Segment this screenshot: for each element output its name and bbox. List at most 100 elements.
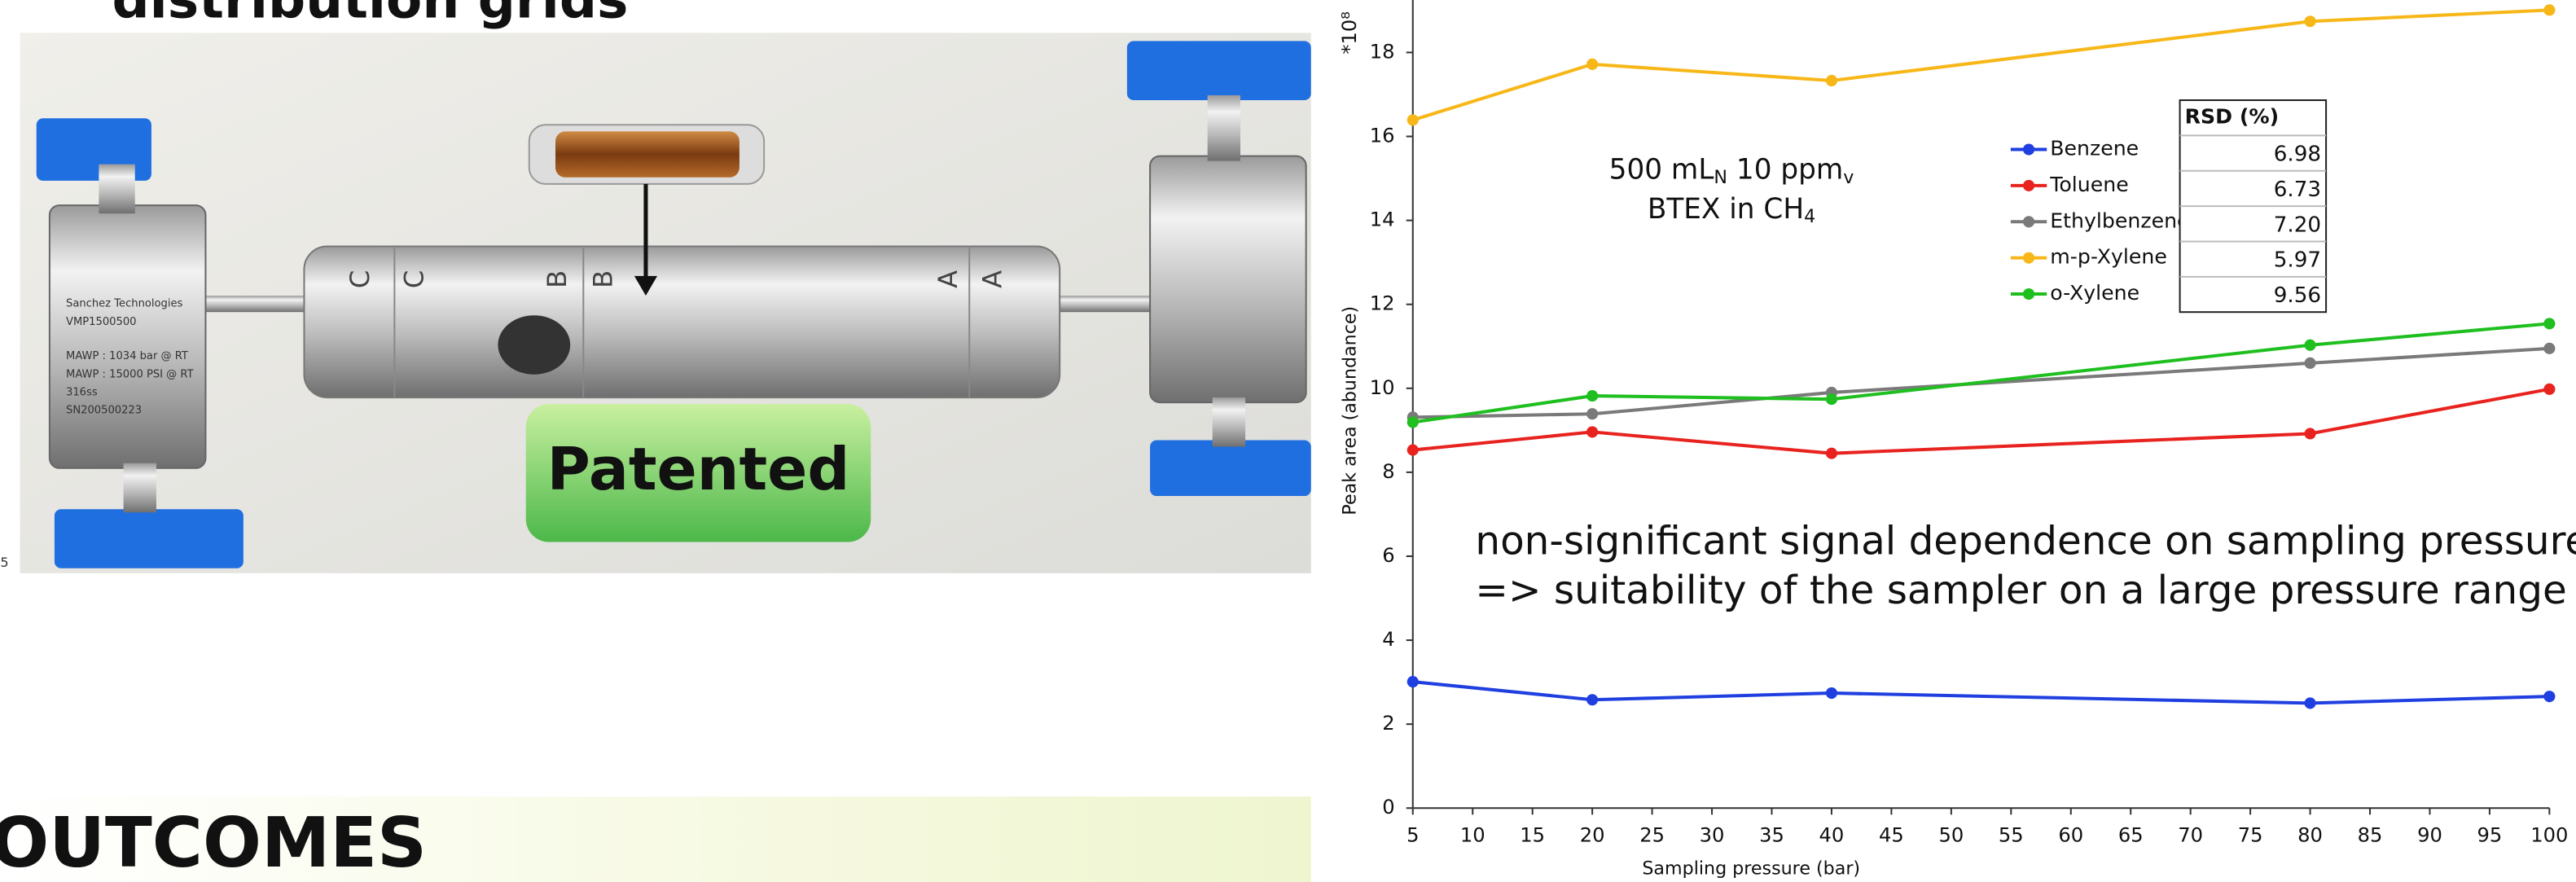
data-point	[2543, 4, 2556, 16]
data-point	[1406, 114, 1419, 126]
sampler-illustration	[36, 41, 1311, 568]
data-point	[2543, 342, 2556, 354]
y-tick-label: 16	[1370, 125, 1395, 147]
cylinder-label: B	[542, 270, 573, 288]
legend-label: Ethylbenzene	[2050, 208, 2189, 232]
x-tick-label: 80	[2297, 824, 2323, 847]
y-tick-label: 10	[1370, 376, 1395, 399]
x-axis-label: Sampling pressure (bar)	[1642, 858, 1860, 879]
x-tick-label: 70	[2178, 824, 2203, 847]
data-point	[1406, 416, 1419, 428]
y-tick-label: 8	[1382, 460, 1394, 483]
x-tick-label: 60	[2058, 824, 2083, 847]
y-tick-label: 12	[1370, 292, 1395, 315]
valve-label: Sanchez Technologies	[66, 298, 183, 310]
legend-marker	[2023, 143, 2035, 156]
annotation-part: 10 ppm	[1727, 153, 1843, 186]
data-point	[2304, 357, 2316, 369]
table-header: RSD (%)	[2185, 105, 2279, 129]
legend-label: Toluene	[2049, 173, 2128, 196]
x-tick-label: 10	[1460, 824, 1485, 847]
legend-marker	[2023, 179, 2035, 191]
data-point	[2304, 697, 2316, 709]
valve-label: VMP1500500	[66, 316, 136, 328]
x-tick-label: 40	[1819, 824, 1845, 847]
x-tick-label: 100	[2530, 824, 2568, 847]
data-point	[1586, 694, 1599, 706]
legend-label: m-p-Xylene	[2050, 245, 2167, 269]
data-point	[1406, 444, 1419, 456]
cylinder-label: A	[977, 270, 1008, 288]
table-cell: 9.56	[2274, 283, 2321, 308]
badge-text: Patented	[547, 436, 850, 504]
x-tick-label: 25	[1639, 824, 1665, 847]
data-point	[1825, 447, 1837, 459]
data-point	[1406, 676, 1419, 688]
cylinder-label: B	[588, 270, 619, 288]
data-point	[2304, 339, 2316, 351]
legend-marker	[2023, 252, 2035, 264]
x-tick-label: 90	[2417, 824, 2442, 847]
cylinder-label: C	[344, 270, 375, 289]
y-axis-label: Peak area (abundance)	[1340, 306, 1361, 516]
data-point	[1586, 426, 1599, 438]
annotation: 500 mLN 10 ppmv	[1609, 153, 1854, 187]
heading: distribution grids	[112, 0, 629, 31]
subscript: 4	[1804, 206, 1815, 227]
note: non-significant signal dependence on sam…	[1475, 519, 2576, 564]
data-point	[2543, 318, 2556, 330]
legend-label: Benzene	[2050, 137, 2139, 160]
valve-label: MAWP : 1034 bar @ RT	[66, 350, 189, 362]
y-tick-label: 2	[1382, 712, 1394, 735]
series-line	[1412, 8, 2550, 122]
y-tick-label: 14	[1370, 208, 1395, 231]
legend-label: o-Xylene	[2050, 281, 2139, 305]
data-point	[1586, 58, 1599, 70]
x-tick-label: 95	[2477, 824, 2503, 847]
valve-label: MAWP : 15000 PSI @ RT	[66, 368, 195, 380]
data-point	[2543, 691, 2556, 703]
annotation-part: BTEX in CH	[1648, 193, 1804, 226]
data-point	[1825, 687, 1837, 700]
note: => suitability of the sampler on a large…	[1475, 568, 2566, 613]
section-title: OUTCOMES	[0, 802, 427, 882]
x-tick-label: 5	[1406, 824, 1419, 847]
data-point	[1825, 393, 1837, 406]
page-number: 5	[0, 555, 8, 570]
x-tick-label: 65	[2118, 824, 2144, 847]
x-tick-label: 85	[2358, 824, 2383, 847]
x-tick-label: 75	[2238, 824, 2263, 847]
data-point	[2543, 383, 2556, 395]
series-line	[1412, 322, 2550, 424]
x-tick-label: 50	[1938, 824, 1964, 847]
table-cell: 7.20	[2274, 213, 2321, 237]
data-point	[1586, 390, 1599, 402]
footer-band	[0, 796, 1311, 882]
data-point	[1586, 408, 1599, 420]
chart: 0 2 4 6 8 10 12 14 16 18 5 10 15 20 25 30 35 40 45 50 55 60 65…	[1338, 0, 2576, 879]
annotation: BTEX in CH4	[1648, 193, 1815, 227]
legend-marker	[2023, 287, 2035, 301]
subscript: N	[1714, 166, 1727, 187]
legend-marker	[2023, 216, 2035, 228]
x-tick-label: 35	[1759, 824, 1784, 847]
x-tick-label: 15	[1520, 824, 1545, 847]
data-point	[2304, 15, 2316, 28]
x-tick-label: 55	[1999, 824, 2024, 847]
table-cell: 5.97	[2274, 248, 2321, 273]
x-tick-label: 45	[1879, 824, 1904, 847]
y-tick-label: 4	[1382, 628, 1394, 651]
y-tick-label: 18	[1370, 40, 1395, 63]
data-point	[2304, 428, 2316, 440]
annotation-part: 500 mL	[1609, 153, 1714, 186]
valve-label: 316ss	[66, 387, 98, 399]
valve-label: SN200500223	[66, 405, 142, 417]
y-unit: *10⁸	[1338, 11, 1361, 55]
table-cell: 6.73	[2274, 178, 2321, 202]
x-tick-label: 30	[1700, 824, 1725, 847]
y-tick-label: 0	[1382, 796, 1394, 818]
badge	[525, 404, 871, 542]
table-cell: 6.98	[2274, 143, 2321, 167]
cylinder-label: A	[933, 270, 963, 288]
